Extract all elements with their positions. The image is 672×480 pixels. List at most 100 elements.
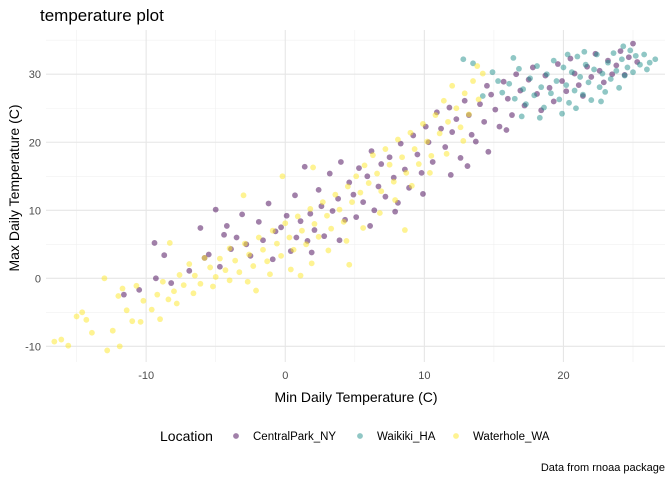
data-point <box>287 266 294 273</box>
legend-label: CentralPark_NY <box>253 431 336 443</box>
data-point <box>559 78 565 84</box>
data-point <box>255 234 262 241</box>
data-point <box>344 183 351 190</box>
data-point <box>265 200 272 207</box>
data-point <box>522 101 529 108</box>
data-point <box>588 97 595 103</box>
data-point <box>274 240 280 247</box>
data-point <box>311 220 318 227</box>
data-point <box>357 189 364 196</box>
data-point <box>464 163 471 169</box>
data-point <box>137 318 144 325</box>
data-point <box>260 237 266 244</box>
data-point <box>574 53 581 60</box>
data-point <box>222 267 229 274</box>
data-point <box>408 182 415 189</box>
data-point <box>461 97 468 104</box>
data-point <box>315 233 322 240</box>
data-point <box>591 66 597 73</box>
data-point <box>571 87 578 94</box>
data-point <box>575 82 582 89</box>
data-point <box>403 169 410 176</box>
data-point <box>236 269 243 276</box>
data-point <box>294 213 301 220</box>
data-point <box>632 52 639 59</box>
data-point <box>401 227 408 233</box>
data-point <box>460 137 467 144</box>
data-point <box>239 211 246 218</box>
data-point <box>585 79 592 86</box>
data-point <box>350 191 357 198</box>
data-point <box>504 95 511 102</box>
data-point <box>449 82 456 89</box>
data-point <box>361 162 368 169</box>
data-point <box>453 105 460 112</box>
data-point <box>414 151 421 158</box>
data-point <box>197 225 204 231</box>
data-point <box>148 306 155 313</box>
data-point <box>267 271 273 278</box>
data-point <box>582 61 589 68</box>
data-point <box>244 278 251 285</box>
data-point <box>436 130 443 137</box>
data-point <box>176 272 183 278</box>
legend-label: Waterhole_WA <box>473 431 550 443</box>
y-tick-label: 20 <box>29 137 41 149</box>
data-point <box>79 309 86 316</box>
data-point <box>407 129 414 136</box>
data-point <box>166 240 173 246</box>
data-point <box>292 192 298 199</box>
data-point <box>365 180 372 186</box>
data-point <box>337 159 344 165</box>
data-point <box>307 206 314 212</box>
data-point <box>477 101 483 108</box>
x-tick-label: 0 <box>282 370 288 382</box>
data-point <box>447 172 454 178</box>
data-point <box>481 118 488 125</box>
data-point <box>293 234 300 241</box>
data-point <box>343 238 350 244</box>
data-point <box>534 63 540 69</box>
data-point <box>492 106 499 113</box>
data-point <box>255 218 262 225</box>
data-point <box>51 338 58 345</box>
data-point <box>157 316 163 323</box>
data-point <box>159 278 166 285</box>
data-point <box>367 223 374 229</box>
data-point <box>457 155 464 161</box>
data-point <box>499 89 506 96</box>
data-point <box>101 275 108 282</box>
data-point <box>161 252 168 259</box>
data-point <box>328 225 335 232</box>
data-point <box>397 140 404 147</box>
data-point <box>620 43 627 50</box>
data-point <box>599 70 606 77</box>
data-point <box>418 169 425 176</box>
data-point <box>269 256 276 263</box>
data-point <box>253 287 259 294</box>
data-point <box>541 104 547 111</box>
data-point <box>325 247 332 254</box>
data-point <box>353 214 360 220</box>
data-point <box>630 40 636 47</box>
data-point <box>566 99 572 106</box>
data-point <box>453 116 460 123</box>
data-point <box>457 124 464 131</box>
data-point <box>326 170 333 177</box>
chart-title: temperature plot <box>40 6 164 25</box>
data-point <box>136 286 143 293</box>
data-point <box>646 59 653 66</box>
data-point <box>511 95 518 102</box>
data-point <box>207 264 214 271</box>
data-point <box>580 91 586 98</box>
y-tick-label: 10 <box>29 205 41 217</box>
data-point <box>543 71 550 78</box>
data-point <box>301 163 308 170</box>
data-point <box>390 178 397 185</box>
data-point <box>378 188 385 195</box>
data-point <box>474 63 481 69</box>
data-point <box>460 56 467 63</box>
data-point <box>282 220 289 227</box>
data-point <box>427 169 433 176</box>
data-point <box>119 285 126 292</box>
